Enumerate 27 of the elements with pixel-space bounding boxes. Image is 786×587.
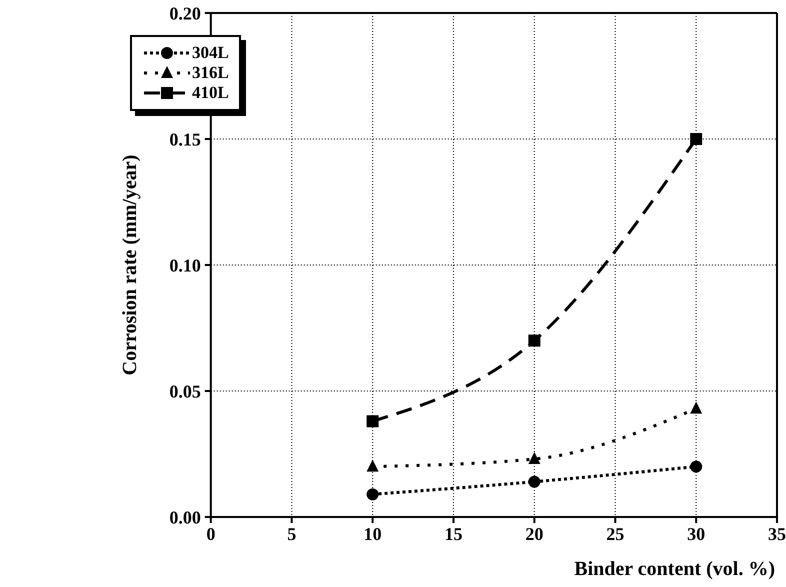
- legend-label: 304L: [192, 43, 229, 63]
- y-tick-label: 0.00: [169, 507, 201, 528]
- x-tick-label: 25: [606, 524, 624, 544]
- point: [366, 488, 379, 500]
- point: [690, 133, 702, 145]
- point: [528, 476, 540, 488]
- y-axis-title: Corrosion rate (mm/year): [118, 154, 141, 376]
- point: [690, 402, 702, 414]
- x-tick-label: 35: [768, 524, 786, 544]
- x-tick-label: 5: [287, 524, 296, 544]
- x-tick-label: 0: [206, 524, 216, 544]
- point: [366, 460, 379, 472]
- y-tick-label: 0.20: [169, 3, 201, 24]
- x-axis-title: Binder content (vol. %): [574, 558, 775, 580]
- point: [366, 415, 379, 428]
- point: [528, 452, 540, 464]
- point: [528, 334, 540, 347]
- legend-label: 410L: [192, 83, 229, 103]
- x-tick-label: 20: [525, 524, 544, 544]
- point: [690, 460, 702, 473]
- y-tick-label: 0.10: [169, 255, 201, 276]
- x-tick-label: 15: [444, 524, 462, 544]
- x-tick-label: 30: [687, 524, 706, 544]
- y-tick-label: 0.15: [169, 129, 201, 150]
- legend-label: 316L: [192, 63, 229, 83]
- y-tick-label: 0.05: [169, 381, 201, 402]
- x-tick-label: 10: [364, 524, 382, 544]
